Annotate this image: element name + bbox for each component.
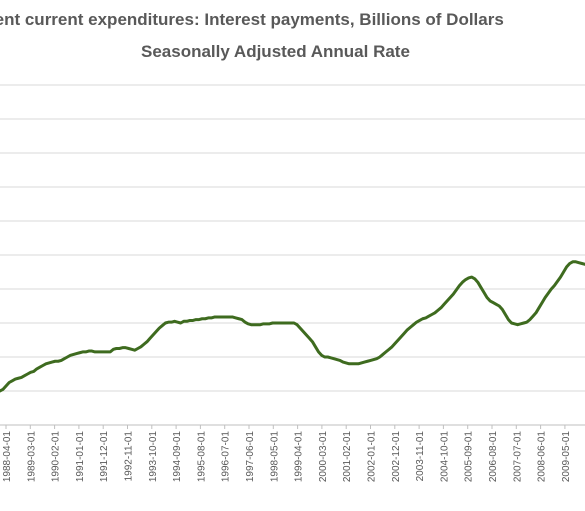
series-line	[0, 260, 585, 393]
x-tick-label: 1994-09-01	[172, 431, 183, 483]
x-tick-label: 2000-03-01	[318, 431, 329, 483]
x-tick-label: 2007-07-01	[512, 431, 523, 483]
x-tick-label: 2008-06-01	[537, 431, 548, 483]
x-tick-label: 1996-07-01	[221, 431, 232, 483]
x-tick-label: 1991-01-01	[75, 431, 86, 483]
x-tick-label: 1998-05-01	[269, 431, 280, 483]
x-tick-label: 2004-10-01	[439, 431, 450, 483]
x-tick-label: 2001-02-01	[342, 431, 353, 483]
x-tick-label: 1992-11-01	[124, 431, 135, 482]
x-tick-label: 2009-05-01	[561, 431, 572, 483]
x-tick-label: 2005-09-01	[464, 431, 475, 483]
x-tick-label: 1999-04-01	[294, 431, 305, 483]
chart-title-line1: Government current expenditures: Interes…	[0, 10, 504, 29]
x-tick-label: 1990-02-01	[51, 431, 62, 483]
x-tick-label: 1989-03-01	[26, 431, 37, 483]
x-tick-label: 2002-12-01	[391, 431, 402, 483]
x-tick-label: 2002-01-01	[367, 431, 378, 483]
x-tick-label: 2003-11-01	[415, 431, 426, 482]
x-tick-label: 1995-08-01	[196, 431, 207, 483]
x-tick-label: 1991-12-01	[99, 431, 110, 483]
x-tick-label: 1988-04-01	[2, 431, 13, 483]
x-tick-label: 2006-08-01	[488, 431, 499, 483]
x-tick-label: 1997-06-01	[245, 431, 256, 483]
x-tick-label: 1993-10-01	[148, 431, 159, 483]
chart-title-line2: Seasonally Adjusted Annual Rate	[141, 42, 410, 61]
